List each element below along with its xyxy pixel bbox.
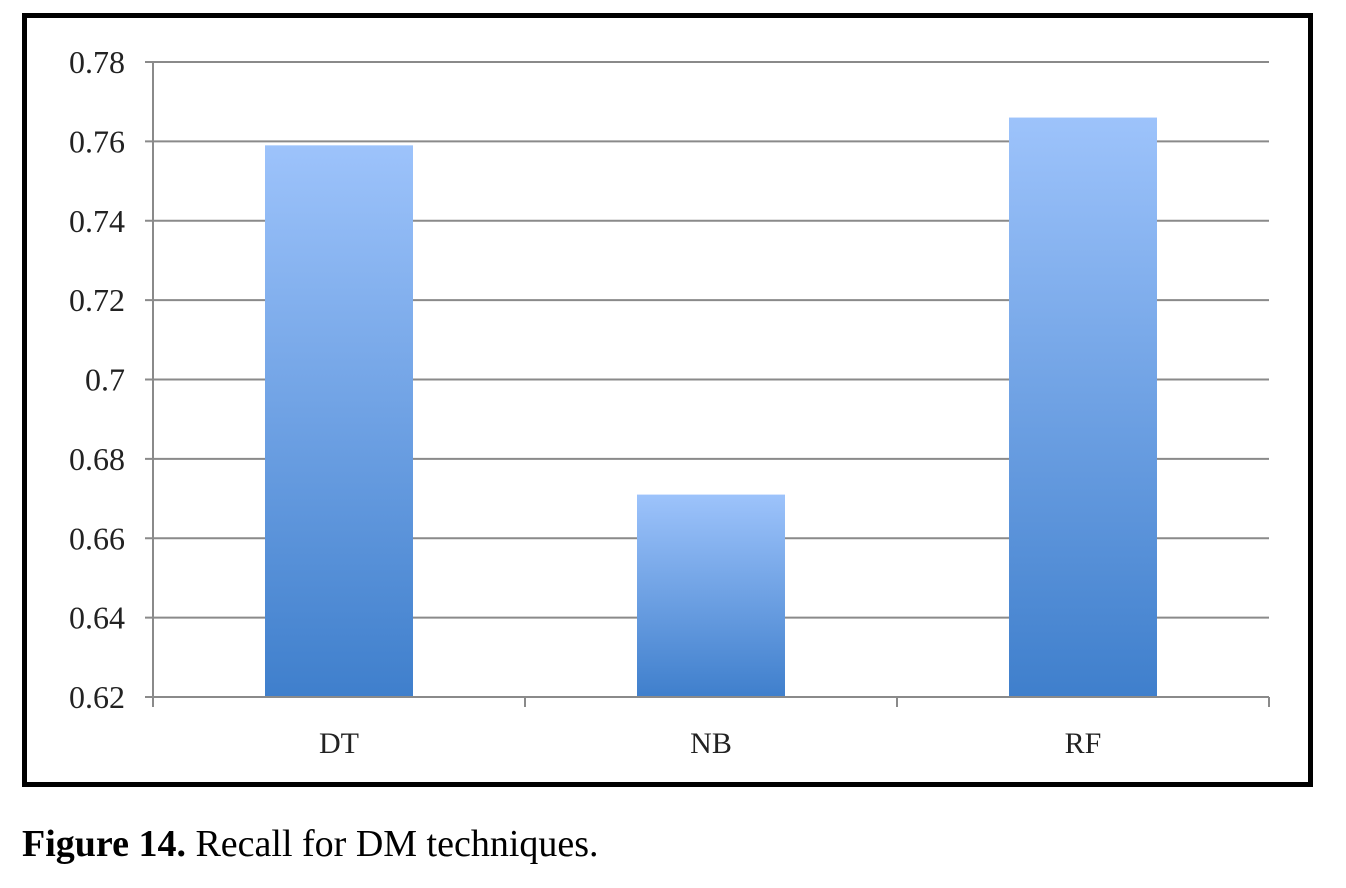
caption-text: Recall for DM techniques. — [185, 823, 599, 865]
y-tick-label: 0.76 — [69, 123, 125, 159]
bar-dt — [265, 145, 413, 697]
x-tick-labels: DT NB RF — [319, 727, 1101, 760]
y-tick-label: 0.64 — [69, 600, 125, 636]
x-tick-label-dt: DT — [319, 727, 359, 760]
x-tick-label-rf: RF — [1065, 727, 1102, 760]
y-tick-label: 0.7 — [85, 362, 125, 398]
y-tick-label: 0.74 — [69, 203, 125, 239]
x-tick-label-nb: NB — [690, 727, 732, 760]
y-tick-labels: 0.62 0.64 0.66 0.68 0.7 0.72 0.74 0.76 0.78 — [69, 44, 125, 715]
bar-chart: 0.62 0.64 0.66 0.68 0.7 0.72 0.74 0.76 0.78 DT NB… — [69, 44, 1270, 760]
figure-caption: Figure 14. Recall for DM techniques. — [22, 822, 599, 866]
bars — [265, 117, 1157, 697]
bar-nb — [637, 494, 785, 697]
axes — [145, 61, 1270, 707]
caption-label: Figure 14. — [22, 823, 186, 865]
y-tick-label: 0.68 — [69, 441, 125, 477]
bar-rf — [1009, 117, 1157, 697]
chart-frame: 0.62 0.64 0.66 0.68 0.7 0.72 0.74 0.76 0.78 DT NB… — [22, 13, 1313, 787]
y-tick-label: 0.66 — [69, 520, 125, 556]
y-tick-label: 0.62 — [69, 679, 125, 715]
y-tick-label: 0.72 — [69, 282, 125, 318]
y-tick-label: 0.78 — [69, 44, 125, 80]
